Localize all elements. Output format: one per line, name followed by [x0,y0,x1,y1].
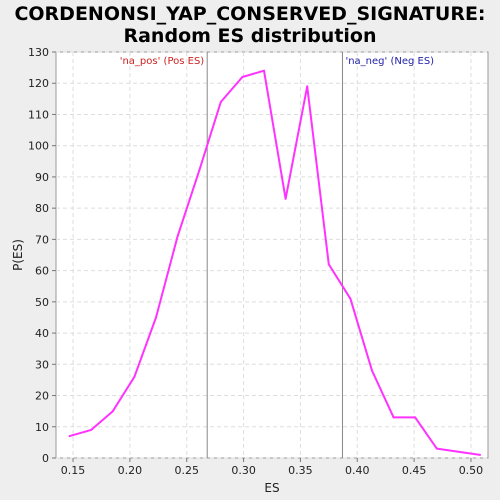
data-point [198,169,201,172]
x-tick-label: 0.15 [61,464,86,477]
data-point [479,453,482,456]
data-point [176,235,179,238]
y-axis-ticks: 0 10 20 30 40 50 60 70 80 90 100 110 120 130 [28,46,56,465]
chart-subtitle: Random ES distribution [123,25,376,47]
chart-title: CORDENONSI_YAP_CONSERVED_SIGNATURE: [14,3,485,25]
marker-lines: 'na_pos' (Pos ES) 'na_neg' (Neg ES) [120,52,434,458]
y-tick-label: 50 [35,296,49,309]
y-tick-label: 60 [35,265,49,278]
y-tick-label: 80 [35,202,49,215]
data-point [327,263,330,266]
data-point [392,416,395,419]
data-point [241,75,244,78]
y-tick-label: 10 [35,421,49,434]
y-tick-label: 20 [35,390,49,403]
x-tick-label: 0.40 [345,464,370,477]
y-tick-label: 90 [35,171,49,184]
x-tick-label: 0.25 [174,464,199,477]
x-tick-label: 0.50 [459,464,484,477]
y-tick-label: 120 [28,77,49,90]
marker-label-1: 'na_neg' (Neg ES) [345,56,434,67]
y-tick-label: 0 [42,452,49,465]
data-point [90,428,93,431]
data-point [263,69,266,72]
data-point [111,410,114,413]
x-tick-label: 0.45 [402,464,427,477]
data-point [68,435,71,438]
data-point [371,369,374,372]
x-tick-label: 0.20 [118,464,143,477]
y-tick-label: 130 [28,46,49,59]
y-tick-label: 30 [35,358,49,371]
y-axis-label: P(ES) [11,239,25,271]
data-point [284,197,287,200]
series-layer [68,69,482,456]
y-tick-label: 70 [35,233,49,246]
data-point [457,450,460,453]
x-tick-label: 0.35 [288,464,313,477]
data-point [414,416,417,419]
x-tick-label: 0.30 [231,464,256,477]
y-tick-label: 100 [28,140,49,153]
x-axis-ticks: 0.15 0.20 0.25 0.30 0.35 0.40 0.45 0.50 [61,458,483,477]
x-axis-label: ES [264,481,279,495]
data-point [219,100,222,103]
data-point [435,447,438,450]
y-tick-label: 40 [35,327,49,340]
data-point [155,316,158,319]
y-tick-label: 110 [28,108,49,121]
series-line-0 [69,69,481,456]
data-point [349,297,352,300]
marker-label-0: 'na_pos' (Pos ES) [120,56,205,67]
data-point [133,375,136,378]
data-point [306,85,309,88]
grid [56,51,488,459]
